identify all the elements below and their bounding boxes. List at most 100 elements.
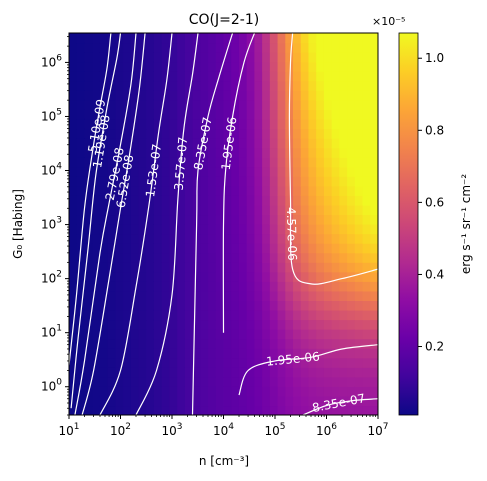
heatmap-cell <box>238 376 248 387</box>
heatmap-cell <box>192 357 201 368</box>
heatmap-cell <box>223 338 232 349</box>
heatmap-cell <box>316 395 325 407</box>
heatmap-cell <box>246 157 255 168</box>
heatmap-cell <box>269 252 279 263</box>
heatmap-cell <box>231 185 240 196</box>
heatmap-cell <box>177 252 186 263</box>
heatmap-cell <box>308 348 317 359</box>
heatmap-cell <box>99 290 109 301</box>
heatmap-cell <box>262 376 271 387</box>
heatmap-cell <box>223 90 232 101</box>
heatmap-cell <box>293 319 302 330</box>
heatmap-cell <box>146 252 155 263</box>
heatmap-cell <box>293 243 302 254</box>
heatmap-cell <box>362 300 371 311</box>
heatmap-cell <box>200 157 209 168</box>
heatmap-cell <box>223 99 232 110</box>
contour-line <box>191 33 234 415</box>
heatmap-cell <box>238 281 248 292</box>
x-axis-ticks: 101 102 103 104 105 106 107 <box>58 415 389 438</box>
heatmap-cell <box>331 166 340 177</box>
heatmap-cell <box>269 52 279 63</box>
heatmap-cell <box>331 233 340 244</box>
heatmap-cell <box>300 329 310 340</box>
heatmap-area <box>69 33 378 415</box>
heatmap-cell <box>177 405 186 415</box>
heatmap-cell <box>169 348 178 359</box>
heatmap-cell <box>107 300 116 311</box>
heatmap-cell <box>254 376 263 387</box>
heatmap-cell <box>215 338 225 349</box>
heatmap-cell <box>269 195 279 206</box>
heatmap-cell <box>354 99 364 110</box>
heatmap-cell <box>308 90 317 101</box>
heatmap-cell <box>200 185 209 196</box>
heatmap-cell <box>308 262 317 273</box>
heatmap-cell <box>107 281 116 292</box>
heatmap-cell <box>246 290 255 301</box>
heatmap-cell <box>223 33 232 44</box>
heatmap-cell <box>316 214 325 225</box>
heatmap-cell <box>339 329 348 340</box>
heatmap-cell <box>285 52 294 63</box>
heatmap-cell <box>354 157 364 168</box>
heatmap-cell <box>123 290 132 301</box>
heatmap-cell <box>69 281 78 292</box>
heatmap-cell <box>192 118 201 130</box>
heatmap-cell <box>192 290 201 301</box>
heatmap-cell <box>339 42 348 53</box>
heatmap-cell <box>339 157 348 168</box>
heatmap-cell <box>107 52 116 63</box>
heatmap-cell <box>308 214 317 225</box>
heatmap-cell <box>146 376 155 387</box>
heatmap-cell <box>153 348 163 359</box>
heatmap-cell <box>308 99 317 110</box>
heatmap-cell <box>293 271 302 282</box>
heatmap-cell <box>130 80 140 91</box>
heatmap-cell <box>84 33 93 44</box>
heatmap-cell <box>84 395 93 407</box>
heatmap-cell <box>308 386 317 397</box>
heatmap-cell <box>123 262 132 273</box>
heatmap-cell <box>347 90 356 101</box>
heatmap-cell <box>146 118 155 130</box>
heatmap-cell <box>115 262 124 273</box>
heatmap-cell <box>246 109 255 120</box>
heatmap-cell <box>293 338 302 349</box>
heatmap-cell <box>269 290 279 301</box>
heatmap-cell <box>192 395 201 407</box>
heatmap-cell <box>293 233 302 244</box>
heatmap-cell <box>215 262 225 273</box>
heatmap-cell <box>262 319 271 330</box>
heatmap-cell <box>84 109 93 120</box>
heatmap-cell <box>323 271 333 282</box>
heatmap-cell <box>331 338 340 349</box>
heatmap-cell <box>354 109 364 120</box>
heatmap-cell <box>362 90 371 101</box>
heatmap-cell <box>277 166 286 177</box>
heatmap-cell <box>177 52 186 63</box>
heatmap-cell <box>184 252 194 263</box>
heatmap-cell <box>354 52 364 63</box>
heatmap-cell <box>215 176 225 187</box>
heatmap-cell <box>115 290 124 301</box>
heatmap-cell <box>339 147 348 158</box>
heatmap-cell <box>146 300 155 311</box>
heatmap-cell <box>146 281 155 292</box>
heatmap-cell <box>192 329 201 340</box>
heatmap-cell <box>184 71 194 82</box>
heatmap-cell <box>269 33 279 44</box>
heatmap-cell <box>362 52 371 63</box>
heatmap-cell <box>99 395 109 407</box>
heatmap-cell <box>146 204 155 216</box>
heatmap-cell <box>215 128 225 139</box>
heatmap-cell <box>339 195 348 206</box>
heatmap-cell <box>215 357 225 368</box>
heatmap-cell <box>146 90 155 101</box>
heatmap-cell <box>208 118 217 130</box>
heatmap-cell <box>246 176 255 187</box>
heatmap-cell <box>362 348 371 359</box>
heatmap-cell <box>184 138 194 149</box>
heatmap-cell <box>254 166 263 177</box>
heatmap-cell <box>184 262 194 273</box>
